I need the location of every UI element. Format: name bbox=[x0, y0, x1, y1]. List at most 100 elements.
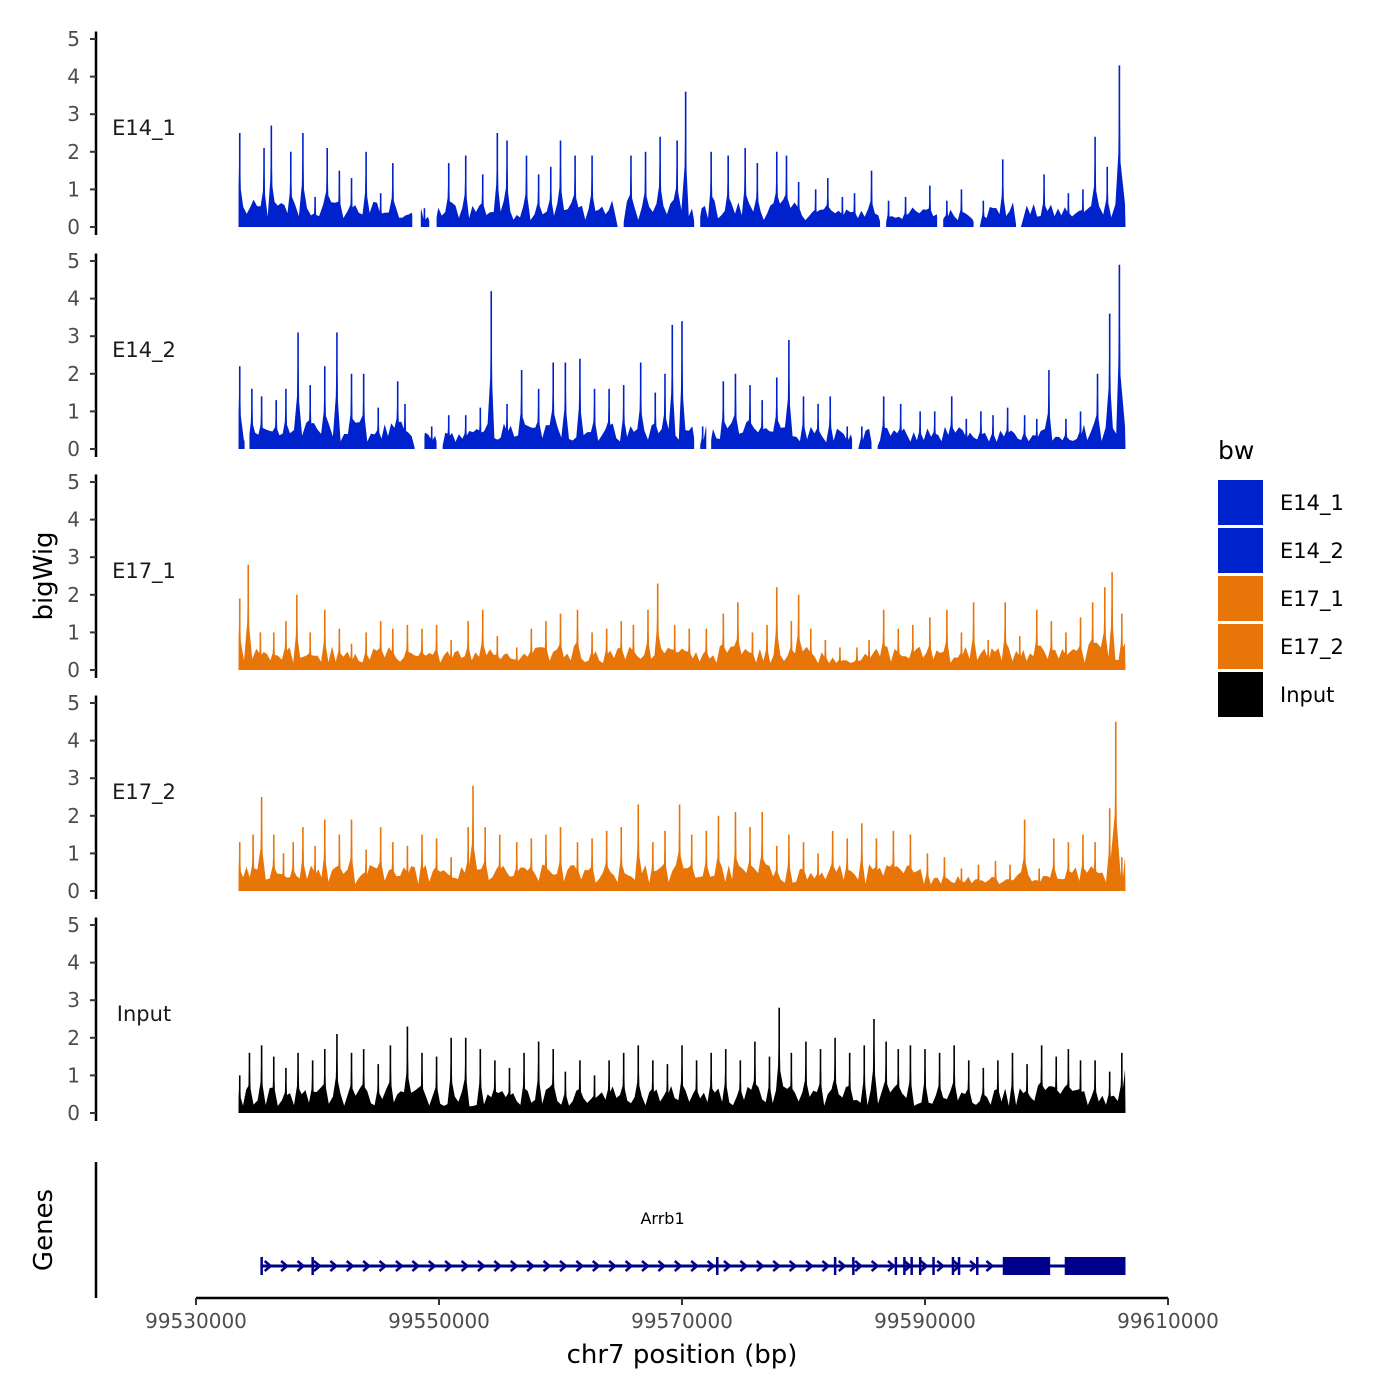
gene-exon bbox=[311, 1257, 314, 1275]
strand-arrow bbox=[657, 1260, 667, 1272]
gene-exon bbox=[932, 1257, 935, 1275]
y-tick-label: 2 bbox=[67, 583, 80, 607]
legend-swatch-E17_1 bbox=[1218, 576, 1263, 621]
y-tick-label: 4 bbox=[67, 508, 80, 532]
strand-arrow bbox=[969, 1260, 978, 1272]
strand-arrow bbox=[493, 1260, 503, 1272]
y-tick-label: 0 bbox=[67, 1101, 80, 1125]
strand-arrow bbox=[854, 1260, 864, 1272]
x-tick-label: 99610000 bbox=[1117, 1309, 1219, 1333]
strand-arrow bbox=[559, 1260, 568, 1272]
legend-label-E14_1: E14_1 bbox=[1280, 491, 1344, 516]
y-tick-label: 4 bbox=[67, 729, 80, 753]
gene-exon bbox=[910, 1257, 913, 1275]
strand-arrow bbox=[460, 1260, 470, 1272]
y-tick-label: 3 bbox=[67, 545, 80, 569]
y-tick-label: 1 bbox=[67, 620, 80, 644]
legend-swatch-E17_2 bbox=[1218, 624, 1263, 669]
legend-title: bw bbox=[1218, 436, 1254, 465]
track-label-E14_2: E14_2 bbox=[112, 338, 176, 363]
strand-arrow bbox=[641, 1260, 650, 1272]
legend: bw E14_1 E14_2 E17_1 E17_2 Input bbox=[1218, 436, 1344, 717]
y-tick-label: 1 bbox=[67, 177, 80, 201]
gene-exon bbox=[260, 1257, 263, 1275]
strand-arrow bbox=[624, 1260, 634, 1272]
track-E14_1: 0 1 2 3 4 5 E14_1 bbox=[67, 20, 1126, 239]
strand-arrow bbox=[477, 1260, 486, 1272]
y-tick-label: 3 bbox=[67, 324, 80, 348]
track-E17_2: 0 1 2 3 4 5 E17_2 bbox=[67, 691, 1126, 903]
gene-exon bbox=[833, 1257, 837, 1275]
coverage-gap bbox=[937, 20, 944, 229]
coverage-area-E14_1 bbox=[238, 65, 1126, 227]
strand-arrow bbox=[575, 1260, 585, 1272]
coverage-gap bbox=[429, 20, 437, 229]
y-tick-label: 3 bbox=[67, 988, 80, 1012]
strand-arrow bbox=[673, 1260, 683, 1272]
y-tick-label: 5 bbox=[67, 913, 80, 937]
gene-models: Arrb1 bbox=[260, 1209, 1126, 1275]
strand-arrow bbox=[772, 1260, 782, 1272]
strand-arrow bbox=[395, 1260, 404, 1272]
coverage-gap bbox=[436, 242, 443, 450]
strand-arrow bbox=[805, 1260, 814, 1272]
y-tick-label: 1 bbox=[67, 1063, 80, 1087]
coverage-gap bbox=[706, 242, 712, 450]
x-tick-label: 99590000 bbox=[874, 1309, 976, 1333]
strand-arrow bbox=[608, 1260, 618, 1272]
strand-arrow bbox=[280, 1260, 290, 1272]
x-tick-label: 99530000 bbox=[145, 1309, 247, 1333]
strand-arrow bbox=[542, 1260, 552, 1272]
track-label-E14_1: E14_1 bbox=[112, 116, 176, 141]
strand-arrow bbox=[903, 1260, 913, 1272]
gene-exon bbox=[852, 1257, 855, 1275]
legend-items: E14_1 E14_2 E17_1 E17_2 Input bbox=[1218, 480, 1344, 717]
strand-arrow bbox=[936, 1260, 946, 1272]
y-tick-label: 4 bbox=[67, 65, 80, 89]
strand-arrow bbox=[870, 1260, 880, 1272]
gene-exon bbox=[894, 1257, 898, 1275]
strand-arrow bbox=[591, 1260, 601, 1272]
x-ticks: 99530000 99550000 99570000 99590000 99610000 bbox=[145, 1298, 1219, 1333]
legend-label-E14_2: E14_2 bbox=[1280, 539, 1344, 564]
coverage-gap bbox=[694, 242, 701, 450]
coverage-gap bbox=[973, 20, 980, 229]
y-tick-label: 4 bbox=[67, 951, 80, 975]
strand-arrow bbox=[509, 1260, 519, 1272]
y-tick-label: 5 bbox=[67, 27, 80, 51]
gene-label: Arrb1 bbox=[640, 1209, 684, 1228]
coverage-gap bbox=[871, 242, 878, 450]
y-tick-label: 5 bbox=[67, 249, 80, 273]
strand-arrow bbox=[263, 1260, 273, 1272]
strand-arrow bbox=[427, 1260, 437, 1272]
strand-arrow bbox=[296, 1260, 306, 1272]
strand-arrow bbox=[723, 1260, 732, 1272]
gene-exon bbox=[903, 1257, 906, 1275]
y-tick-label: 2 bbox=[67, 804, 80, 828]
strand-arrow bbox=[887, 1260, 896, 1272]
strand-arrow bbox=[706, 1260, 716, 1272]
strand-arrow bbox=[313, 1260, 322, 1272]
gene-exon bbox=[918, 1257, 922, 1275]
coverage-gap bbox=[852, 242, 859, 450]
y-tick-label: 1 bbox=[67, 399, 80, 423]
x-axis-title: chr7 position (bp) bbox=[567, 1340, 798, 1370]
legend-swatch-E14_1 bbox=[1218, 480, 1263, 525]
legend-label-Input: Input bbox=[1280, 683, 1334, 707]
legend-swatch-E14_2 bbox=[1218, 528, 1263, 573]
track-E17_1: 0 1 2 3 4 5 E17_1 bbox=[67, 470, 1126, 682]
track-Input: 0 1 2 3 4 5 Input bbox=[67, 913, 1126, 1125]
gene-exon bbox=[716, 1257, 719, 1275]
y-tick-label: 2 bbox=[67, 1026, 80, 1050]
x-axis: 99530000 99550000 99570000 99590000 99610000 bbox=[145, 1296, 1219, 1333]
coverage-gap bbox=[244, 242, 250, 450]
coverage-area-E17_1 bbox=[238, 564, 1126, 670]
coverage-gap bbox=[414, 242, 425, 450]
gene-Arrb1: Arrb1 bbox=[260, 1209, 1126, 1275]
y-tick-label: 0 bbox=[67, 658, 80, 682]
y-tick-label: 3 bbox=[67, 766, 80, 790]
x-tick-label: 99570000 bbox=[631, 1309, 733, 1333]
strand-arrow bbox=[378, 1260, 388, 1272]
gene-exon bbox=[951, 1257, 955, 1275]
